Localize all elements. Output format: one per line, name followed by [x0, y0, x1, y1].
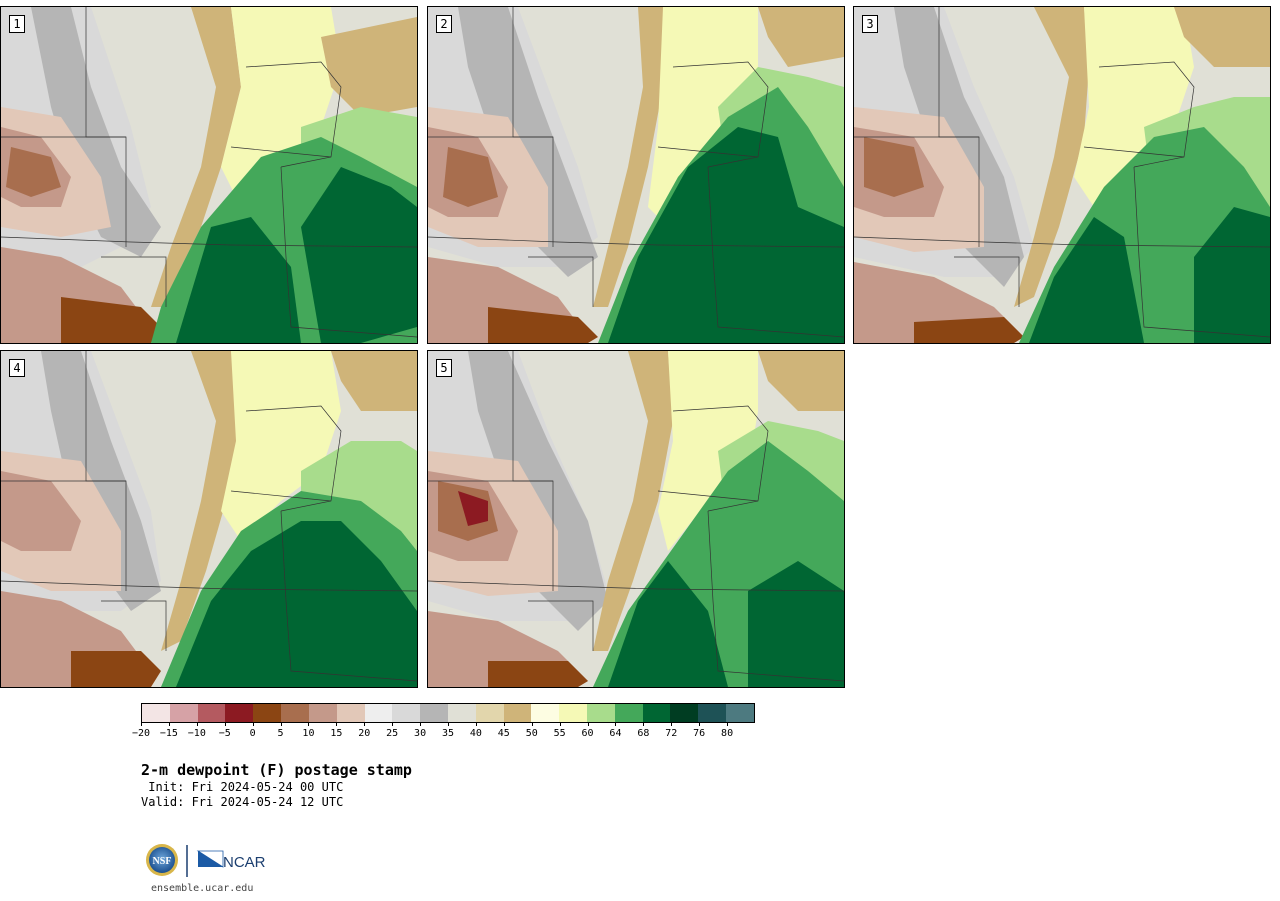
colorbar-tick-label: 30 [414, 728, 427, 739]
colorbar-swatch [281, 704, 309, 722]
colorbar-swatch [142, 704, 170, 722]
colorbar-tick [587, 722, 589, 726]
colorbar-tick [448, 722, 449, 726]
colorbar-swatch [503, 704, 532, 722]
stamp-panel-4: 4 [0, 350, 418, 688]
colorbar-tick-label: 40 [469, 728, 482, 739]
colorbar-swatch [587, 704, 615, 722]
colorbar-tick-label: −20 [131, 728, 151, 739]
colorbar-tick [503, 722, 505, 726]
valid-time: Valid: Fri 2024-05-24 12 UTC [141, 795, 344, 809]
colorbar-tick-label: 72 [665, 728, 678, 739]
colorbar-swatch [670, 704, 699, 722]
colorbar-swatch [698, 704, 727, 722]
panel-number: 2 [436, 15, 452, 33]
colorbar-swatch [225, 704, 254, 722]
colorbar-tick [141, 722, 142, 726]
colorbar-tick [280, 722, 282, 726]
colorbar-tick-label: 76 [693, 728, 706, 739]
colorbar-tick [727, 722, 729, 726]
colorbar-tick [336, 722, 338, 726]
ncar-logo-icon: NCAR [196, 850, 266, 871]
colorbar-tick-label: −15 [159, 728, 178, 739]
colorbar-tick [420, 722, 422, 726]
dewpoint-map-1 [1, 7, 417, 343]
nsf-seal-text: NSF [153, 856, 172, 867]
dewpoint-map-5 [428, 351, 844, 687]
colorbar-swatch [169, 704, 198, 722]
colorbar-tick [308, 722, 310, 726]
colorbar-tick-label: 0 [249, 728, 256, 739]
ncar-wordmark: NCAR [223, 854, 266, 871]
panel-number: 5 [436, 359, 452, 377]
colorbar-tick-label: 50 [525, 728, 538, 739]
colorbar-tick-label: 80 [721, 728, 734, 739]
stamp-panel-5: 5 [427, 350, 845, 688]
colorbar-tick-label: −5 [218, 728, 231, 739]
nsf-seal-icon: NSF [146, 844, 178, 876]
colorbar-swatch [559, 704, 587, 722]
colorbar-swatch [614, 704, 643, 722]
colorbar-tick [531, 722, 533, 726]
site-url: ensemble.ucar.edu [151, 883, 254, 894]
colorbar-tick [475, 722, 477, 726]
colorbar-tick [671, 722, 673, 726]
nsf-ncar-logo: NSF NCAR [146, 844, 266, 877]
colorbar-tick [615, 722, 617, 726]
colorbar-tick-label: 64 [609, 728, 622, 739]
colorbar-tick-label: 25 [386, 728, 399, 739]
colorbar-tick [643, 722, 645, 726]
colorbar-ticks: −20 −15 −10 −5 0 5 10 15 20 25 30 35 40 45 50 55 60 64 68 7… [132, 722, 755, 742]
colorbar-tick-label: 15 [330, 728, 343, 739]
panel-number: 3 [862, 15, 878, 33]
chart-title: 2-m dewpoint (F) postage stamp [141, 761, 412, 779]
colorbar-swatch [197, 704, 226, 722]
colorbar-swatch [336, 704, 365, 722]
colorbar-tick [392, 722, 394, 726]
colorbar-tick [559, 722, 561, 726]
colorbar-swatch [642, 704, 671, 722]
colorbar-tick-label: 35 [441, 728, 455, 739]
colorbar-tick [364, 722, 366, 726]
stamp-panel-3: 3 [853, 6, 1271, 344]
colorbar-tick [168, 722, 170, 726]
colorbar [141, 703, 755, 723]
colorbar-tick-label: 5 [277, 728, 284, 739]
colorbar-tick-label: 45 [497, 728, 510, 739]
colorbar-tick-label: 55 [553, 728, 566, 739]
colorbar-swatch [420, 704, 448, 722]
colorbar-tick [224, 722, 226, 726]
colorbar-tick-label: 60 [581, 728, 594, 739]
colorbar-tick-label: 10 [302, 728, 315, 739]
colorbar-swatch [726, 704, 754, 722]
dewpoint-map-3 [854, 7, 1270, 343]
colorbar-tick [252, 722, 254, 726]
logos: NSF NCAR [145, 843, 275, 879]
colorbar-swatch [392, 704, 421, 722]
dewpoint-map-4 [1, 351, 417, 687]
colorbar-swatch [364, 704, 393, 722]
init-time: Init: Fri 2024-05-24 00 UTC [141, 780, 344, 794]
panel-number: 1 [9, 15, 25, 33]
panel-number: 4 [9, 359, 25, 377]
stamp-panel-2: 2 [427, 6, 845, 344]
colorbar-tick [699, 722, 701, 726]
colorbar-tick-label: 20 [358, 728, 371, 739]
colorbar-tick-label: 68 [637, 728, 650, 739]
colorbar-tick [196, 722, 198, 726]
colorbar-swatch [308, 704, 337, 722]
colorbar-swatch [253, 704, 282, 722]
colorbar-swatch [447, 704, 476, 722]
dewpoint-map-2 [428, 7, 844, 343]
colorbar-tick-label: −10 [187, 728, 206, 739]
stamp-panel-1: 1 [0, 6, 418, 344]
colorbar-swatch [531, 704, 560, 722]
colorbar-swatch [475, 704, 504, 722]
